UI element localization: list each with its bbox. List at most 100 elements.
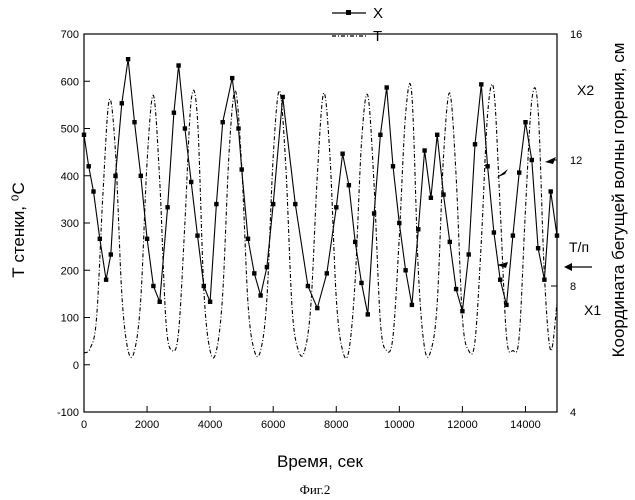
plot-frame [84,34,557,412]
y-axis-label-left: Т стенки, ⁰С [9,182,28,278]
series-x-point [126,57,130,61]
series-x-point [214,202,218,206]
series-x-point [498,278,502,282]
series-x-point [391,164,395,168]
series-x-point [240,167,244,171]
pointer-arrow-right [545,157,556,164]
series-x-point [422,148,426,152]
series-x-point [165,205,169,209]
y-axis-label-right: Координата бегущей волны горения, см [609,43,628,358]
series-x-point [334,205,338,209]
y-left-tick-label: 700 [61,29,79,41]
x-tick-label: 12000 [447,419,478,431]
series-x-point [236,126,240,130]
series-x-point [511,233,515,237]
series-x-point [467,252,471,256]
annotation-x2: Х2 [577,82,594,98]
series-x-point [145,237,149,241]
series-x-point [208,300,212,304]
y-right-tick-label: 4 [570,407,576,419]
series-x-point [485,164,489,168]
series-x-point [315,306,319,310]
series-x-point [454,287,458,291]
series-x-point [435,133,439,137]
series-x-point [366,312,370,316]
x-tick-label: 2000 [135,419,159,431]
series-x-point [265,265,269,269]
series-x-point [82,133,86,137]
y-right-tick-label: 16 [570,29,582,41]
series-x-point [403,268,407,272]
series-x-point [120,101,124,105]
y-right-tick-label: 8 [570,281,576,293]
annotation-tp: Т/п [569,239,589,255]
series-x-point [109,252,113,256]
legend: Х Т [332,5,383,45]
series-x-point [479,82,483,86]
series-x-point [347,183,351,187]
series-x-line [84,59,557,314]
x-axis-label: Время, сек [277,452,364,471]
x-tick-label: 4000 [198,419,222,431]
series-x-point [158,300,162,304]
figure-caption: Фиг.2 [300,482,331,497]
legend-marker-x [346,10,351,15]
series-x-point [176,63,180,67]
series-x-point [372,211,376,215]
series-x-point [202,284,206,288]
y-left-tick-label: 400 [61,171,79,183]
series-x-point [542,278,546,282]
series-x-point [139,174,143,178]
series-x-point [87,164,91,168]
series-x-point [221,120,225,124]
series-x-point [359,281,363,285]
series-x-point [549,189,553,193]
y-left-tick-label: 600 [61,76,79,88]
y-left-tick-label: 0 [73,360,79,372]
series-x-point [385,85,389,89]
legend-label-t: Т [373,28,382,45]
annotation-x1: Х1 [584,302,601,318]
series-x-point [523,120,527,124]
series-x-point [151,284,155,288]
series-x-point [340,152,344,156]
series-x-point [429,196,433,200]
series-t [84,83,557,358]
series-x-point [353,240,357,244]
series-x-point [473,142,477,146]
series-x-point [172,111,176,115]
x-tick-label: 14000 [510,419,541,431]
series-x-point [104,278,108,282]
y-left-tick-label: 200 [61,265,79,277]
series-x-point [492,230,496,234]
series-x-point [230,76,234,80]
series-x-point [448,240,452,244]
series-x-point [416,227,420,231]
series-x-point [281,95,285,99]
series-x-point [410,303,414,307]
series-t-line [84,83,557,358]
series-x-point [378,133,382,137]
legend-label-x: Х [373,5,383,22]
series-x-point [460,309,464,313]
x-tick-label: 8000 [324,419,348,431]
series-x-point [504,303,508,307]
x-tick-label: 6000 [261,419,285,431]
x-tick-label: 10000 [384,419,415,431]
series-x-point [189,180,193,184]
series-x-point [183,126,187,130]
series-x-point [441,192,445,196]
series-x-point [555,233,559,237]
y-left-tick-label: 500 [61,124,79,136]
series-x-point [252,271,256,275]
series-x-point [306,284,310,288]
series-x-point [271,202,275,206]
y-left-tick-label: 300 [61,218,79,230]
series-x-point [132,120,136,124]
series-x-point [98,237,102,241]
series-x-point [325,271,329,275]
series-x-point [530,158,534,162]
series-x-point [91,189,95,193]
y-left-tick-label: 100 [61,313,79,325]
